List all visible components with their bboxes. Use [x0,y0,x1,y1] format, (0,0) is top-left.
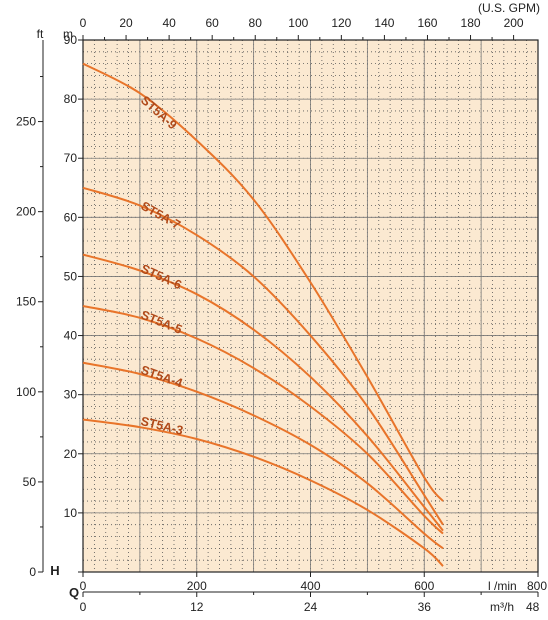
flow-gpm-tick-label: 80 [249,16,263,30]
head-m-tick-label: 40 [64,329,78,343]
flow-lmin-tick-label: 400 [300,579,320,593]
flow-symbol: Q [69,585,79,600]
head-ft-tick-label: 100 [16,385,36,399]
flow-gpm-tick-label: 160 [417,16,437,30]
flow-lmin-tick-label: 200 [187,579,207,593]
head-m-tick-label: 50 [64,269,78,283]
curve-st5a-3 [82,418,444,567]
flow-gpm-tick-label: 40 [162,16,176,30]
head-symbol: H [50,563,59,578]
head-m-tick-label: 10 [64,506,78,520]
flow-gpm-unit: (U.S. GPM) [478,1,540,15]
flow-m3h-unit: m³/h [490,600,514,614]
head-ft-tick-label: 50 [23,475,37,489]
flow-gpm-tick-label: 200 [504,16,524,30]
flow-lmin-tick-label: 0 [80,579,87,593]
flow-gpm-tick-label: 20 [119,16,133,30]
head-m-tick-label: 90 [64,33,78,47]
head-m-tick-label: 80 [64,92,78,106]
head-ft-tick-label: 200 [16,205,36,219]
curve-st5a-5 [82,305,444,535]
curve-st5a-4 [82,361,444,550]
flow-m3h-tick-label: 24 [304,600,318,614]
flow-m3h-tick-label: 36 [418,600,432,614]
flow-gpm-tick-label: 140 [374,16,394,30]
head-m-tick-label: 20 [64,447,78,461]
curve-st5a-6 [82,253,444,532]
head-ft-tick-label: 150 [16,295,36,309]
head-m-tick-label: 30 [64,388,78,402]
flow-gpm-tick-label: 180 [461,16,481,30]
flow-lmin-tick-label: 600 [414,579,434,593]
flow-gpm-tick-label: 100 [288,16,308,30]
flow-gpm-tick-label: 120 [331,16,351,30]
flow-gpm-tick-label: 60 [205,16,219,30]
flow-lmin-unit: l /min [488,579,517,593]
curve-st5a-9 [82,62,444,502]
head-ft-unit: ft [37,27,44,41]
flow-m3h-tick-label: 12 [190,600,204,614]
head-ft-tick-label: 0 [29,565,36,579]
head-m-tick-label: 70 [64,151,78,165]
flow-m3h-tick-label: 0 [80,600,87,614]
head-m-unit: m [63,27,73,41]
flow-m3h-tick-label: 48 [526,600,540,614]
flow-gpm-tick-label: 0 [80,16,87,30]
head-m-tick-label: 60 [64,210,78,224]
flow-lmin-tick-label: 800 [527,579,547,593]
curve-st5a-7 [82,186,444,526]
head-ft-tick-label: 250 [16,115,36,129]
